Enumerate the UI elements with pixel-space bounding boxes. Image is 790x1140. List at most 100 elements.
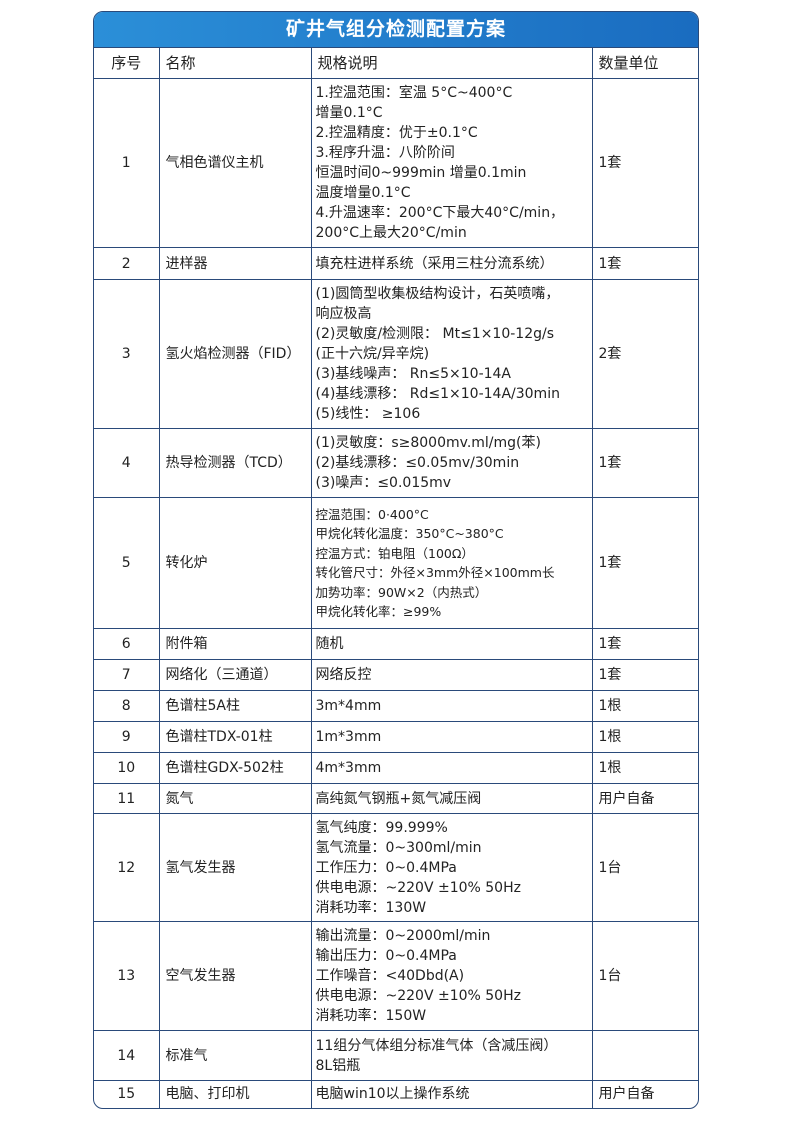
- spec-line: 增量0.1°C: [315, 105, 383, 121]
- item-name: 色谱柱TDX-01柱: [158, 721, 312, 753]
- spec-line: 1m*3mm: [315, 729, 382, 745]
- item-quantity: 1套: [591, 78, 698, 248]
- row-number: 11: [94, 783, 160, 814]
- item-name: 色谱柱5A柱: [158, 690, 312, 722]
- spec-line: 加势功率：90W×2（内热式）: [315, 584, 488, 600]
- table-row: 6 附件箱 随机 1套: [94, 628, 698, 660]
- header-spec: 规格说明: [310, 47, 593, 79]
- row-number: 12: [94, 813, 160, 922]
- table-row: 10 色谱柱GDX-502柱 4m*3mm 1根: [94, 752, 698, 784]
- item-quantity: 1台: [591, 813, 698, 922]
- item-spec: 控温范围：0·400°C 甲烷化转化温度：350°C~380°C 控温方式：铂电阻（…: [310, 497, 593, 629]
- item-name: 氮气: [158, 783, 312, 814]
- spec-line: (3)基线噪声： Rn≤5×10-14A: [315, 366, 512, 382]
- spec-line: 供电电源：~220V ±10% 50Hz: [315, 988, 521, 1004]
- item-quantity: 用户自备: [591, 1080, 698, 1108]
- item-name: 空气发生器: [158, 921, 312, 1031]
- spec-line: (1)圆筒型收集极结构设计，石英喷嘴，: [315, 286, 560, 302]
- spec-line: 8L铝瓶: [315, 1057, 361, 1074]
- spec-line: 3.程序升温：八阶阶间: [315, 145, 455, 161]
- spec-line: 200°C上最大20°C/min: [315, 225, 467, 241]
- spec-line: 3m*4mm: [315, 698, 382, 714]
- spec-line: 输出压力：0~0.4MPa: [315, 948, 457, 964]
- item-quantity: 1套: [591, 659, 698, 691]
- header-no: 序号: [94, 47, 160, 79]
- item-spec: 11组分气体组分标准气体（含减压阀） 8L铝瓶: [310, 1030, 593, 1081]
- item-quantity: 1根: [591, 752, 698, 784]
- table-row: 9 色谱柱TDX-01柱 1m*3mm 1根: [94, 721, 698, 753]
- spec-line: 氢气流量：0~300ml/min: [315, 839, 482, 856]
- table-row: 13 空气发生器 输出流量：0~2000ml/min 输出压力：0~0.4MPa 工作噪…: [94, 921, 698, 1031]
- table-row: 8 色谱柱5A柱 3m*4mm 1根: [94, 690, 698, 722]
- item-spec: 填充柱进样系统（采用三柱分流系统）: [310, 247, 593, 280]
- spec-line: 网络反控: [315, 667, 372, 683]
- item-name: 气相色谱仪主机: [158, 78, 312, 248]
- spec-line: 工作噪音：<40Dbd(A): [315, 968, 465, 984]
- spec-line: 4m*3mm: [315, 760, 382, 776]
- spec-line: (2)灵敏度/检测限： Mt≤1×10-12g/s: [315, 326, 555, 342]
- item-spec: 电脑win10以上操作系统: [310, 1080, 593, 1108]
- spec-line: 填充柱进样系统（采用三柱分流系统）: [315, 255, 554, 272]
- spec-line: 控温范围：0·400°C: [315, 506, 429, 522]
- item-spec: 氢气纯度：99.999% 氢气流量：0~300ml/min 工作压力：0~0.4MP…: [310, 813, 593, 922]
- table-title: 矿井气组分检测配置方案: [94, 12, 698, 47]
- spec-line: 随机: [315, 636, 344, 652]
- config-table: 序号 名称 规格说明 数量单位 1 气相色谱仪主机 1.控温范围：室温 5°C~40…: [94, 47, 698, 1108]
- item-quantity: 1套: [591, 428, 698, 498]
- item-name: 网络化（三通道）: [158, 659, 312, 691]
- item-quantity: 2套: [591, 279, 698, 429]
- item-quantity: 1根: [591, 721, 698, 753]
- item-spec: 高纯氮气钢瓶+氮气减压阀: [310, 783, 593, 814]
- table-row: 12 氢气发生器 氢气纯度：99.999% 氢气流量：0~300ml/min 工作压力：…: [94, 813, 698, 922]
- spec-line: 1.控温范围：室温 5°C~400°C: [315, 85, 513, 101]
- spec-line: 氢气纯度：99.999%: [315, 819, 448, 836]
- header-name: 名称: [158, 47, 312, 79]
- item-quantity: 1根: [591, 690, 698, 722]
- table-row: 11 氮气 高纯氮气钢瓶+氮气减压阀 用户自备: [94, 783, 698, 814]
- item-quantity: 用户自备: [591, 783, 698, 814]
- row-number: 6: [94, 628, 160, 660]
- row-number: 5: [94, 497, 160, 629]
- table-row: 2 进样器 填充柱进样系统（采用三柱分流系统） 1套: [94, 247, 698, 280]
- spec-line: 2.控温精度：优于±0.1°C: [315, 125, 478, 141]
- spec-line: 11组分气体组分标准气体（含减压阀）: [315, 1037, 558, 1054]
- item-spec: 随机: [310, 628, 593, 660]
- spec-line: (正十六烷/异辛烷): [315, 346, 430, 362]
- row-number: 15: [94, 1080, 160, 1108]
- item-name: 标准气: [158, 1030, 312, 1081]
- header-row: 序号 名称 规格说明 数量单位: [94, 47, 698, 79]
- item-name: 氢火焰检测器（FID）: [158, 279, 312, 429]
- row-number: 10: [94, 752, 160, 784]
- item-name: 热导检测器（TCD）: [158, 428, 312, 498]
- spec-line: (1)灵敏度：s≥8000mv.ml/mg(苯): [315, 435, 541, 451]
- row-number: 8: [94, 690, 160, 722]
- header-qty: 数量单位: [591, 47, 698, 79]
- item-spec: 3m*4mm: [310, 690, 593, 722]
- table-row: 7 网络化（三通道） 网络反控 1套: [94, 659, 698, 691]
- row-number: 2: [94, 247, 160, 280]
- item-spec: 输出流量：0~2000ml/min 输出压力：0~0.4MPa 工作噪音：<40Db…: [310, 921, 593, 1031]
- spec-line: 甲烷化转化率：≥99%: [315, 604, 442, 619]
- item-quantity: 1套: [591, 247, 698, 280]
- item-spec: 4m*3mm: [310, 752, 593, 784]
- spec-line: 恒温时间0~999min 增量0.1min: [315, 165, 527, 181]
- item-name: 氢气发生器: [158, 813, 312, 922]
- spec-line: (3)噪声：≤0.015mv: [315, 475, 452, 491]
- spec-line: 转化管尺寸：外径×3mm外径×100mm长: [315, 565, 555, 580]
- item-name: 转化炉: [158, 497, 312, 629]
- item-spec: (1)圆筒型收集极结构设计，石英喷嘴， 响应极高 (2)灵敏度/检测限： Mt≤1×…: [310, 279, 593, 429]
- row-number: 9: [94, 721, 160, 753]
- table-row: 14 标准气 11组分气体组分标准气体（含减压阀） 8L铝瓶: [94, 1030, 698, 1081]
- spec-line: 响应极高: [315, 306, 372, 322]
- spec-line: 电脑win10以上操作系统: [315, 1086, 470, 1103]
- spec-line: 输出流量：0~2000ml/min: [315, 928, 491, 944]
- row-number: 3: [94, 279, 160, 429]
- item-name: 附件箱: [158, 628, 312, 660]
- row-number: 13: [94, 921, 160, 1031]
- spec-line: 工作压力：0~0.4MPa: [315, 859, 457, 876]
- item-spec: 网络反控: [310, 659, 593, 691]
- row-number: 14: [94, 1030, 160, 1081]
- row-number: 7: [94, 659, 160, 691]
- table-row: 1 气相色谱仪主机 1.控温范围：室温 5°C~400°C 增量0.1°C 2.控温精度…: [94, 78, 698, 248]
- item-spec: 1m*3mm: [310, 721, 593, 753]
